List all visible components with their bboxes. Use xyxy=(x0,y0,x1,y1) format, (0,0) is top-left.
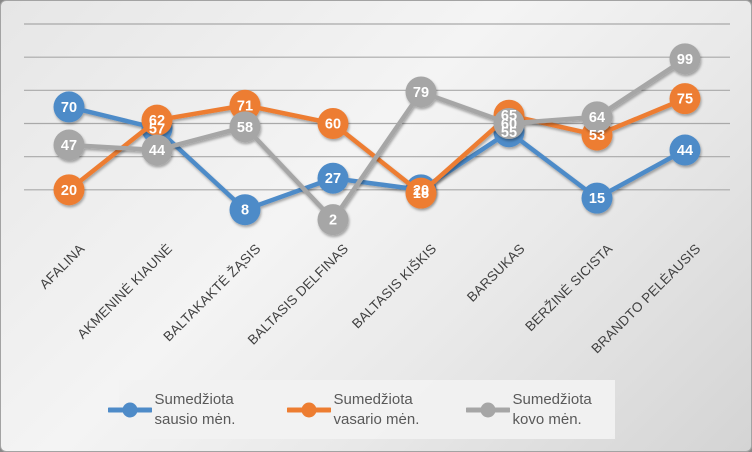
data-point-marker xyxy=(317,162,349,194)
data-point-marker xyxy=(317,204,349,236)
data-point-marker xyxy=(229,111,261,143)
data-labels: 70 57 8 27 20 55 15 44 20 62 71 60 18 65 53 75 47 44 58 2 79… xyxy=(61,52,693,229)
data-point-marker xyxy=(669,83,701,115)
data-label: 2 xyxy=(329,213,337,229)
data-label: 62 xyxy=(149,113,165,129)
data-point-marker xyxy=(53,91,85,123)
data-point-marker xyxy=(229,89,261,121)
legend-label: Sumedžiota sausio mėn. xyxy=(154,390,236,428)
legend-entry-2: Sumedžiota kovo mėn. xyxy=(465,390,627,430)
data-point-marker xyxy=(581,182,613,214)
data-label: 20 xyxy=(61,183,77,199)
legend-line-marker-icon xyxy=(107,402,152,417)
data-point-marker xyxy=(493,108,525,139)
data-label: 60 xyxy=(325,117,341,133)
data-label: 20 xyxy=(413,183,429,199)
legend: Sumedžiota sausio mėn. Sumedžiota vasario… xyxy=(107,380,615,439)
data-label: 18 xyxy=(413,186,429,202)
data-label: 60 xyxy=(501,117,517,133)
series-line xyxy=(66,104,688,212)
legend-entry-1: Sumedžiota vasario mėn. xyxy=(286,390,448,430)
series-lines xyxy=(53,43,701,236)
data-label: 47 xyxy=(61,138,77,154)
data-label: 15 xyxy=(589,191,605,207)
legend-line-marker-icon xyxy=(286,402,331,417)
data-label: 65 xyxy=(501,108,517,124)
legend-label: Sumedžiota kovo mėn. xyxy=(512,390,592,428)
data-point-marker xyxy=(669,134,701,166)
data-point-marker xyxy=(141,134,173,166)
legend-line-marker-icon xyxy=(465,402,510,417)
data-point-marker xyxy=(405,177,437,209)
data-label: 27 xyxy=(325,171,341,187)
data-point-marker xyxy=(53,129,85,161)
data-label: 53 xyxy=(589,128,605,144)
series-2 xyxy=(53,43,701,236)
data-point-marker xyxy=(669,43,701,75)
data-label: 8 xyxy=(241,203,249,219)
data-label: 70 xyxy=(61,100,77,116)
data-label: 64 xyxy=(589,110,605,126)
data-label: 55 xyxy=(501,125,517,141)
legend-entry-0: Sumedžiota sausio mėn. xyxy=(107,390,269,430)
legend-label: Sumedžiota vasario mėn. xyxy=(333,390,420,428)
data-label: 57 xyxy=(149,121,165,137)
data-point-marker xyxy=(581,101,613,133)
data-point-marker xyxy=(405,76,437,108)
data-label: 44 xyxy=(677,143,693,159)
data-label: 99 xyxy=(677,52,693,68)
data-point-marker xyxy=(141,104,173,136)
data-point-marker xyxy=(229,194,261,226)
data-label: 58 xyxy=(237,120,253,136)
data-label: 75 xyxy=(677,92,693,108)
gridlines xyxy=(24,23,730,191)
data-label: 79 xyxy=(413,85,429,101)
data-point-marker xyxy=(53,174,85,206)
series-1 xyxy=(53,83,701,209)
data-label: 71 xyxy=(237,98,253,114)
data-point-marker xyxy=(317,108,349,139)
data-label: 44 xyxy=(149,143,165,159)
